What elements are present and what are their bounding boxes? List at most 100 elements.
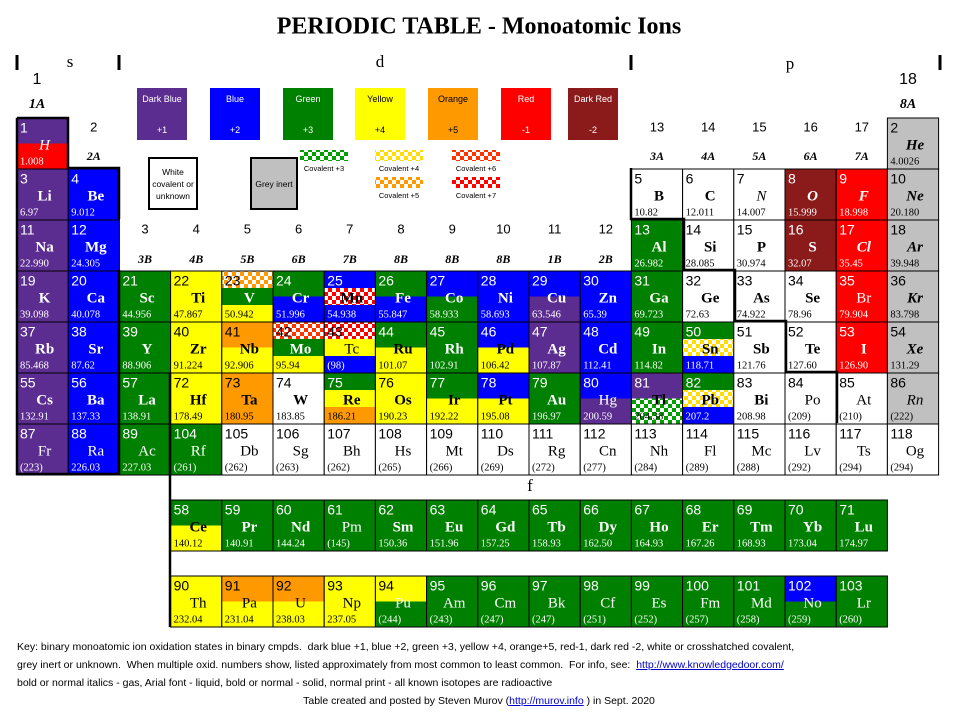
block-dividers [15,55,942,70]
element-symbol: Re [343,392,361,408]
key-text: bold or normal italics - gas, Arial font… [17,677,553,689]
key-line: bold or normal italics - gas, Arial font… [17,677,552,689]
group-number: 11 [548,221,562,236]
link[interactable]: http://murov.info [509,695,584,707]
element-symbol: Ga [649,290,669,306]
ion-state-band [324,271,376,289]
cell-border [835,499,888,552]
atomic-number: 56 [71,375,87,391]
atomic-number: 9 [839,171,847,187]
element-symbol: Zr [190,341,207,357]
atomic-number: 47 [532,324,548,340]
element-cell: 15P 30.974 [733,219,786,272]
atomic-number: 114 [686,426,709,442]
element-symbol: Tl [652,392,666,408]
ion-state-band [477,500,529,552]
atomic-number: 97 [532,578,548,594]
atomic-mass: 39.948 [890,258,919,269]
element-symbol: Ho [649,519,668,535]
ion-state-band [324,356,376,374]
atomic-number: 4 [71,171,79,187]
atomic-number: 49 [634,324,650,340]
atomic-number: 55 [20,375,36,391]
ion-state-band [375,347,427,374]
atomic-mass: (277) [583,462,606,473]
legend-item: Grey inert [250,157,298,210]
ion-state-band [17,143,69,170]
ion-state-band [477,271,529,323]
ion-state-band [682,271,734,323]
element-symbol: Rn [906,392,924,408]
element-symbol: Nh [650,443,669,459]
ion-state-band [836,500,888,552]
atomic-mass: 9.012 [71,207,95,218]
atomic-mass: 204.38 [634,411,663,422]
ion-state-band [170,271,222,323]
atomic-mass: (261) [174,462,197,473]
element-cell: 19K 39.098 [16,270,69,323]
element-symbol: I [861,341,867,357]
ion-state-band [68,220,120,272]
ion-state-band [477,373,529,399]
atomic-mass: (294) [839,462,862,473]
covalent-label: Covalent +6 [456,164,496,173]
atomic-mass: (98) [327,360,345,371]
ion-state-band [324,339,376,357]
ion-state-band [631,271,683,323]
element-symbol: Bi [754,392,768,408]
atomic-mass: 151.96 [430,538,459,549]
atomic-number: 53 [839,324,855,340]
ion-state-band [887,373,939,425]
element-symbol: Dy [599,519,618,535]
atomic-number: 29 [532,273,548,289]
atomic-mass: 140.12 [174,538,203,549]
atomic-number: 117 [839,426,862,442]
atomic-mass: 44.956 [122,309,151,320]
element-symbol: Co [445,290,463,306]
element-symbol: Cl [857,239,872,255]
ion-state-band [529,296,581,323]
ion-state-band [119,271,171,323]
covalent-label: Covalent +5 [379,191,419,200]
element-cell: 39Y 88.906 [118,321,172,374]
legend-charge: +2 [229,125,241,135]
group-letter: 1A [29,97,45,112]
link[interactable]: http://www.knowledgedoor.com/ [636,659,784,671]
element-symbol: Am [443,595,466,611]
atomic-mass: (210) [839,411,862,422]
ion-state-band [426,500,478,552]
element-symbol: Ti [191,290,205,306]
ion-state-band [733,322,785,374]
atomic-number: 11 [20,222,35,238]
ion-state-band [836,424,888,476]
group-letter: 2A [86,149,101,163]
element-symbol: N [755,188,767,204]
atomic-mass: (294) [890,462,913,473]
ion-state-band [273,271,325,297]
metal-boundary [629,168,839,423]
ion-state-band [324,576,376,628]
legend-charge: -2 [588,125,597,135]
element-symbol: Fe [395,290,411,306]
ion-state-band [785,424,837,476]
ion-state-band [785,601,837,628]
atomic-number: 20 [71,273,87,289]
